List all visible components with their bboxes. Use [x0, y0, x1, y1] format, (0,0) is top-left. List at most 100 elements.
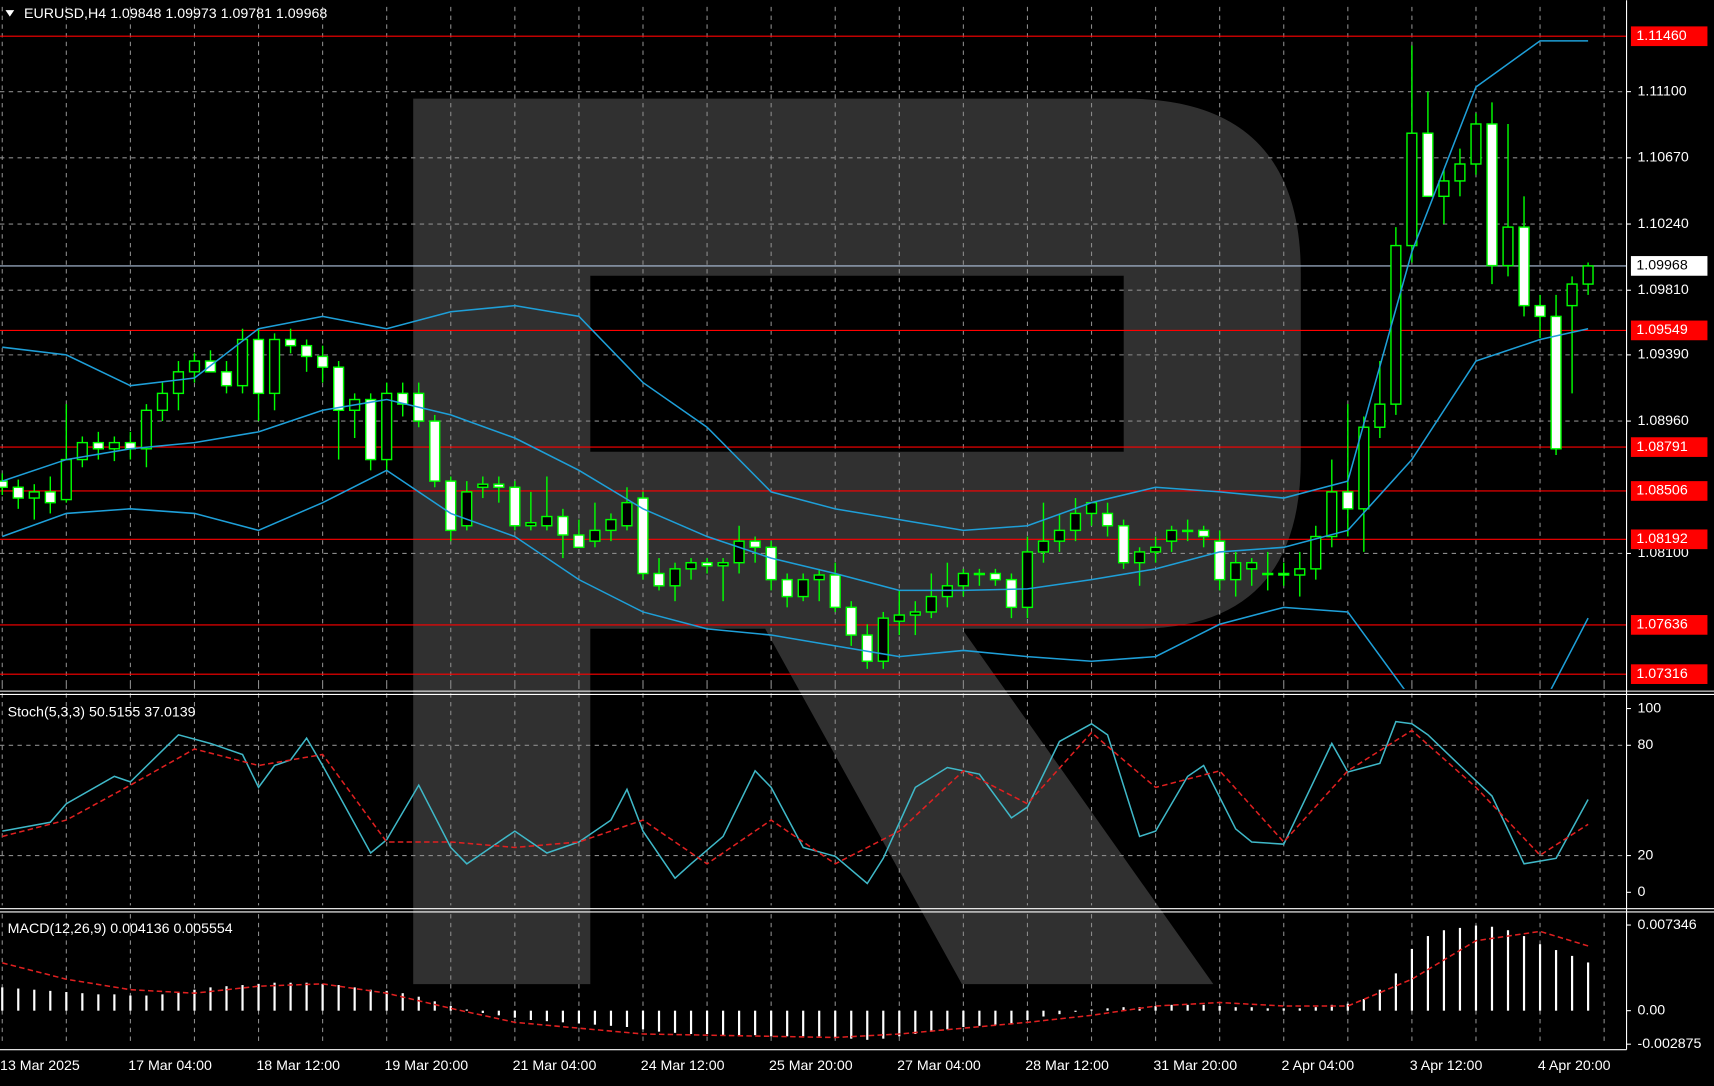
macd-bar — [641, 1010, 645, 1030]
candle-body — [300, 344, 313, 358]
candle-body — [381, 392, 393, 461]
macd-bar — [770, 1010, 773, 1037]
macd-bar — [850, 1010, 853, 1039]
macd-bar — [1554, 950, 1558, 1011]
candle-body — [92, 441, 104, 450]
candle-body — [1021, 551, 1034, 609]
macd-bar — [866, 1010, 869, 1040]
macd-bar — [946, 1010, 949, 1030]
level-label: 1.11460 — [1636, 28, 1686, 44]
candle-body — [765, 546, 777, 581]
macd-bar — [1042, 1010, 1045, 1017]
candle-body — [1518, 226, 1530, 307]
candle-body — [1133, 551, 1146, 564]
macd-bar — [818, 1010, 821, 1037]
candle-body — [461, 491, 473, 527]
candle-body — [557, 515, 569, 536]
macd-bar — [465, 1009, 468, 1011]
candle-body — [749, 540, 761, 549]
candle-body — [541, 515, 553, 527]
candle-body — [1037, 540, 1050, 553]
candle-body — [573, 534, 585, 549]
level-label: 1.09549 — [1636, 322, 1687, 338]
macd-bar — [1538, 944, 1542, 1011]
macd-bar — [337, 985, 340, 1011]
macd-bar — [433, 1001, 436, 1011]
macd-bar — [1490, 926, 1494, 1011]
level-label: 1.08791 — [1636, 439, 1687, 455]
candle-body — [621, 501, 633, 527]
candle-body — [1230, 561, 1242, 581]
candle-body — [845, 606, 857, 636]
candle-body — [653, 572, 665, 587]
y-tick-label: 1.08960 — [1637, 413, 1688, 429]
macd-bar — [17, 988, 20, 1011]
candle-body — [1262, 572, 1274, 576]
candle-body — [76, 441, 88, 461]
macd-bar — [898, 1010, 901, 1037]
candle-body — [1101, 512, 1114, 527]
candle-body — [188, 360, 201, 373]
candle-body — [1069, 512, 1082, 532]
candle-body — [733, 540, 745, 564]
y-tick-label: 1.08100 — [1637, 545, 1688, 561]
macd-bar — [225, 986, 228, 1011]
watermark — [413, 98, 1301, 985]
level-label-box — [1630, 481, 1708, 501]
candle-body — [1149, 546, 1162, 553]
candle-body — [156, 392, 169, 412]
macd-bar — [49, 990, 52, 1011]
candle-body — [429, 420, 441, 482]
x-tick-label: 2 Apr 04:00 — [1282, 1058, 1355, 1074]
level-label-box — [1630, 615, 1708, 635]
candle-body — [60, 458, 72, 501]
level-label-box — [1630, 437, 1708, 457]
candle-body — [1438, 180, 1450, 198]
candle-body — [1294, 568, 1306, 576]
macd-bar — [1506, 930, 1510, 1011]
macd-bar — [1202, 1004, 1205, 1011]
candle-body — [589, 529, 601, 542]
macd-bar — [657, 1010, 661, 1032]
level-label-box — [1630, 529, 1708, 550]
macd-bar — [65, 992, 68, 1011]
macd-bar — [834, 1010, 837, 1038]
macd-bar — [33, 989, 36, 1011]
y-tick-label: 1.10670 — [1637, 150, 1688, 166]
symbol-menu-arrow[interactable] — [5, 10, 15, 17]
macd-bar — [1474, 925, 1478, 1011]
candle-body — [1582, 265, 1594, 285]
candle-body — [973, 572, 986, 576]
macd-bar — [1570, 955, 1574, 1011]
candle-body — [1390, 244, 1402, 405]
macd-bar — [401, 993, 404, 1011]
macd-bar — [1394, 973, 1397, 1011]
x-tick-label: 17 Mar 04:00 — [128, 1058, 212, 1074]
candle-body — [1005, 578, 1018, 609]
candle-body — [909, 611, 921, 616]
macd-bar — [1378, 989, 1381, 1011]
candle-body — [1486, 123, 1498, 267]
macd-bar — [1090, 1009, 1093, 1011]
candle-body — [220, 371, 233, 387]
y-tick-label: 20 — [1637, 847, 1653, 863]
macd-bar — [1122, 1007, 1125, 1011]
candle-body — [605, 518, 617, 532]
x-tick-label: 31 Mar 20:00 — [1153, 1058, 1237, 1074]
candle-body — [477, 483, 489, 488]
candle-body — [1422, 132, 1434, 198]
y-tick-label: 80 — [1637, 737, 1653, 753]
macd-bar — [1218, 1006, 1221, 1011]
candle-body — [509, 486, 521, 527]
macd-bar — [177, 992, 180, 1011]
macd-bar — [754, 1010, 757, 1036]
macd-bar — [738, 1010, 741, 1036]
macd-bar — [417, 996, 420, 1011]
macd-bar — [273, 982, 276, 1011]
macd-bar — [1154, 1006, 1157, 1011]
candle-body — [717, 561, 729, 567]
macd-bar — [1186, 1004, 1189, 1011]
candle-body — [637, 497, 649, 575]
stoch-line — [2, 729, 1589, 865]
